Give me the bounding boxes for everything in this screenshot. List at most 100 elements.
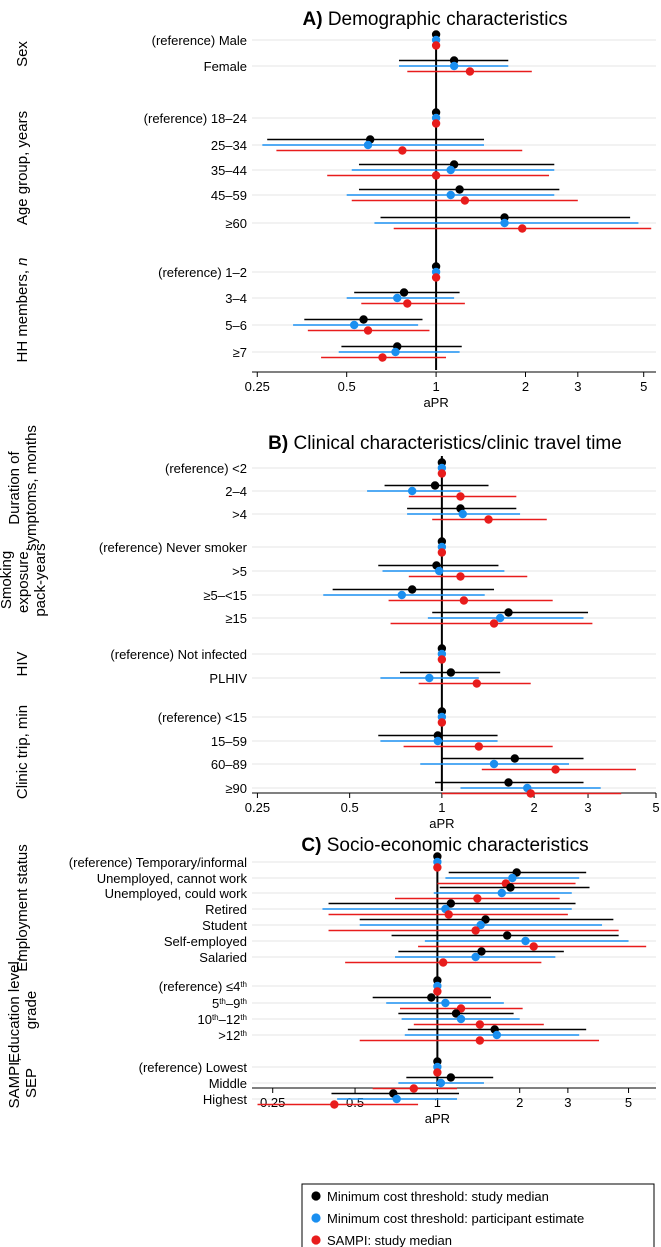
point-estimate — [518, 224, 527, 233]
point-estimate — [398, 146, 407, 155]
panel-title: B) Clinical characteristics/clinic trave… — [268, 433, 622, 454]
x-tick-label: 3 — [574, 379, 581, 394]
point-estimate — [477, 947, 486, 956]
legend-marker-0 — [311, 1191, 321, 1201]
legend: Minimum cost threshold: study median Min… — [301, 1183, 655, 1247]
point-estimate — [456, 572, 465, 581]
point-estimate — [441, 998, 450, 1008]
row-label: 3–4 — [225, 291, 247, 306]
point-estimate — [481, 915, 490, 924]
row-label: ≥5–<15 — [203, 588, 247, 603]
row-label: Student — [202, 918, 247, 933]
point-estimate — [430, 481, 440, 490]
point-estimate — [497, 888, 506, 898]
point-estimate — [446, 165, 455, 175]
x-tick-label: 5 — [640, 379, 647, 394]
x-tick-label: 0.25 — [260, 1095, 285, 1110]
panel-title: C) Socio-economic characteristics — [301, 835, 588, 856]
point-estimate — [551, 765, 560, 774]
panel-2: 0.25 0.5 1 2 3 5 aPR C) Socio-economic characte… — [6, 835, 656, 1126]
point-estimate — [330, 1100, 339, 1109]
point-estimate — [504, 778, 513, 787]
point-estimate — [378, 353, 387, 362]
row-label: (reference) Temporary/informal — [69, 855, 247, 870]
x-tick-label: 1 — [438, 800, 445, 815]
x-tick-label: 2 — [530, 800, 537, 815]
row-label: 45–59 — [211, 188, 247, 203]
group-label: Clinic trip, min — [14, 705, 31, 799]
group-label: Smokingexposure,pack-years — [0, 543, 49, 616]
group-label: Age group, years — [14, 111, 31, 225]
point-estimate — [437, 718, 447, 727]
row-label: (reference) <15 — [158, 710, 247, 725]
group-label: Education level,grade — [6, 957, 40, 1063]
point-estimate — [434, 566, 444, 576]
point-estimate — [506, 883, 515, 892]
row-label: ≥60 — [225, 216, 247, 231]
x-tick-label: 0.25 — [245, 379, 270, 394]
point-estimate — [500, 218, 509, 228]
x-tick-label: 0.5 — [346, 1095, 364, 1110]
point-estimate — [484, 515, 493, 524]
point-estimate — [451, 1009, 461, 1018]
legend-marker-1 — [311, 1213, 321, 1223]
row-label: 25–34 — [211, 138, 247, 153]
point-estimate — [526, 789, 535, 798]
point-estimate — [433, 863, 442, 872]
point-estimate — [465, 67, 475, 76]
row-label: 2–4 — [225, 484, 247, 499]
row-label: Unemployed, cannot work — [97, 871, 248, 886]
point-estimate — [459, 596, 469, 605]
panel-title: A) Demographic characteristics — [302, 9, 567, 30]
point-estimate — [436, 1078, 446, 1088]
x-tick-label: 1 — [432, 379, 439, 394]
point-estimate — [475, 1036, 485, 1045]
point-estimate — [433, 987, 442, 996]
panel-0: 0.25 0.5 1 2 3 5 aPR A) Demographic characteris… — [14, 9, 656, 410]
point-estimate — [458, 509, 467, 519]
row-label: 10th–12th — [197, 1012, 247, 1027]
row-label: 5–6 — [225, 318, 247, 333]
point-estimate — [427, 993, 436, 1002]
row-label: >4 — [232, 507, 247, 522]
group-label: HIV — [14, 651, 31, 676]
point-estimate — [363, 326, 373, 335]
row-label: (reference) Male — [152, 33, 247, 48]
group-label: SAMPI,SEP — [6, 1058, 40, 1109]
point-estimate — [521, 936, 530, 946]
point-estimate — [393, 293, 402, 303]
x-tick-label: 0.25 — [245, 800, 270, 815]
point-estimate — [446, 668, 456, 677]
point-estimate — [425, 673, 434, 683]
panel-1: 0.25 0.5 1 2 3 5 aPR B) Clinical characteristic… — [0, 425, 660, 831]
x-axis-label: aPR — [425, 1111, 450, 1126]
point-estimate — [460, 196, 470, 205]
x-tick-label: 0.5 — [338, 379, 356, 394]
row-label: Middle — [209, 1076, 247, 1091]
row-label: ≥90 — [225, 781, 247, 796]
point-estimate — [456, 492, 465, 501]
point-estimate — [476, 920, 485, 930]
point-estimate — [446, 899, 456, 908]
point-estimate — [349, 320, 359, 330]
point-estimate — [433, 736, 443, 746]
group-label: Employment status — [14, 844, 31, 972]
point-estimate — [492, 1030, 502, 1040]
point-estimate — [409, 1084, 419, 1093]
point-estimate — [510, 754, 519, 763]
x-axis-label: aPR — [423, 395, 448, 410]
row-label: (reference) 1–2 — [158, 265, 247, 280]
row-label: (reference) Lowest — [139, 1060, 248, 1075]
point-estimate — [407, 585, 417, 594]
point-estimate — [529, 942, 538, 951]
x-tick-label: 3 — [584, 800, 591, 815]
point-estimate — [431, 41, 441, 50]
x-tick-label: 5 — [625, 1095, 632, 1110]
point-estimate — [489, 619, 499, 628]
row-label: Retired — [205, 902, 247, 917]
point-estimate — [359, 315, 368, 324]
point-estimate — [437, 548, 447, 557]
point-estimate — [363, 140, 373, 150]
row-label: 35–44 — [211, 163, 247, 178]
